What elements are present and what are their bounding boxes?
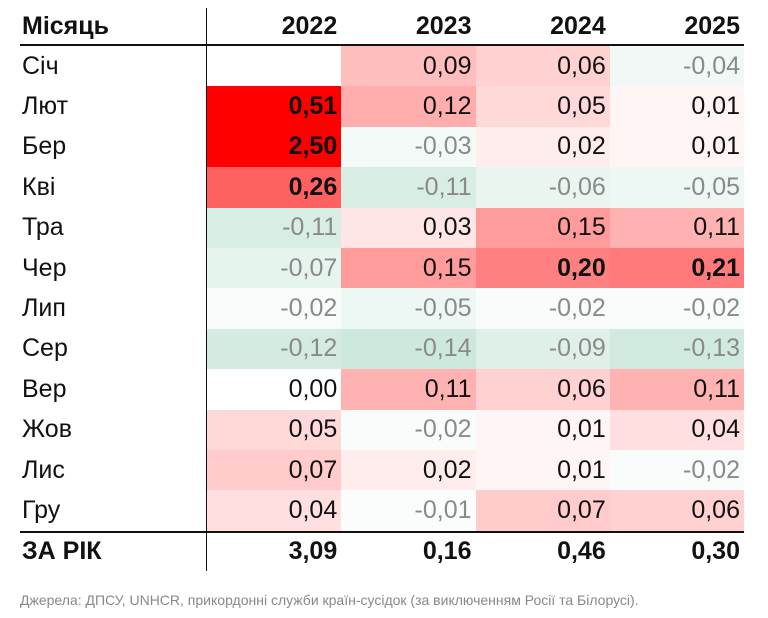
value-cell: -0,02 bbox=[475, 288, 610, 329]
value-cell: 0,26 bbox=[207, 167, 342, 208]
month-label: Кві bbox=[20, 167, 207, 208]
month-label: Чер bbox=[20, 247, 207, 289]
value-cell: 0,02 bbox=[475, 126, 610, 168]
heatmap-table: Місяць 2022 2023 2024 2025 Січ 0,09 0,06 -0,04 Л… bbox=[20, 8, 744, 571]
month-label: Сер bbox=[20, 328, 207, 370]
value-cell: -0,09 bbox=[475, 328, 610, 370]
table-row: Лис 0,07 0,02 0,01 -0,02 bbox=[20, 449, 744, 491]
table-row: Чер -0,07 0,15 0,20 0,21 bbox=[20, 247, 744, 289]
value-cell: 0,06 bbox=[475, 369, 610, 410]
table-row: Вер 0,00 0,11 0,06 0,11 bbox=[20, 369, 744, 410]
value-cell: 0,11 bbox=[609, 207, 744, 248]
value-cell: -0,11 bbox=[341, 167, 476, 208]
value-cell: 0,05 bbox=[207, 409, 342, 450]
value-cell: 2,50 bbox=[207, 126, 342, 168]
value-cell: 0,04 bbox=[609, 409, 744, 450]
header-month: Місяць bbox=[20, 8, 207, 44]
table-row: Лип -0,02 -0,05 -0,02 -0,02 bbox=[20, 288, 744, 329]
table-row: Кві 0,26 -0,11 -0,06 -0,05 bbox=[20, 167, 744, 208]
value-cell: 0,00 bbox=[207, 369, 342, 410]
value-cell: 0,20 bbox=[475, 247, 610, 289]
value-cell: -0,05 bbox=[341, 288, 476, 329]
total-value: 0,30 bbox=[691, 537, 740, 566]
value-cell: -0,07 bbox=[207, 247, 342, 289]
value-cell: -0,02 bbox=[341, 409, 476, 450]
month-label: Гру bbox=[20, 490, 207, 531]
table-row: Бер 2,50 -0,03 0,02 0,01 bbox=[20, 126, 744, 168]
table-row: Лют 0,51 0,12 0,05 0,01 bbox=[20, 86, 744, 127]
value-cell: -0,01 bbox=[341, 490, 476, 531]
value-cell: 0,06 bbox=[475, 46, 610, 87]
value-cell: 0,07 bbox=[475, 490, 610, 531]
total-value: 0,46 bbox=[557, 537, 606, 566]
value-cell: 0,12 bbox=[341, 86, 476, 127]
month-label: Тра bbox=[20, 207, 207, 248]
value-cell: 0,05 bbox=[475, 86, 610, 127]
value-cell: -0,13 bbox=[609, 328, 744, 370]
month-label: Січ bbox=[20, 46, 207, 87]
value-cell: 0,01 bbox=[609, 86, 744, 127]
header-year-2025: 2025 bbox=[684, 11, 740, 40]
table-row: Жов 0,05 -0,02 0,01 0,04 bbox=[20, 409, 744, 450]
value-cell: 0,09 bbox=[341, 46, 476, 87]
value-cell: 0,11 bbox=[341, 369, 476, 410]
source-note: Джерела: ДПСУ, UNHCR, прикордонні служби… bbox=[20, 592, 639, 608]
month-label: Вер bbox=[20, 369, 207, 410]
table-row: Тра -0,11 0,03 0,15 0,11 bbox=[20, 207, 744, 248]
header-year-2024: 2024 bbox=[550, 11, 606, 40]
month-label: Жов bbox=[20, 409, 207, 450]
value-cell: -0,11 bbox=[207, 207, 342, 248]
total-value: 0,16 bbox=[422, 537, 472, 566]
header-year-2022: 2022 bbox=[281, 11, 338, 40]
value-cell: -0,02 bbox=[207, 288, 342, 329]
value-cell: -0,03 bbox=[341, 126, 476, 168]
value-cell: -0,06 bbox=[475, 167, 610, 208]
month-label: Лис bbox=[20, 449, 207, 491]
value-cell bbox=[207, 46, 342, 87]
value-cell: 0,07 bbox=[207, 449, 342, 491]
value-cell: -0,02 bbox=[609, 288, 744, 329]
value-cell: -0,14 bbox=[341, 328, 476, 370]
table-row: Січ 0,09 0,06 -0,04 bbox=[20, 46, 744, 87]
value-cell: 0,11 bbox=[609, 369, 744, 410]
value-cell: 0,01 bbox=[475, 449, 610, 491]
value-cell: 0,04 bbox=[207, 490, 342, 531]
month-label: Лип bbox=[20, 288, 207, 329]
value-cell: 0,01 bbox=[475, 409, 610, 450]
value-cell: -0,12 bbox=[207, 328, 342, 370]
header-year-2023: 2023 bbox=[415, 11, 472, 40]
table-header: Місяць 2022 2023 2024 2025 bbox=[20, 8, 744, 46]
total-row: ЗА РІК 3,09 0,16 0,46 0,30 bbox=[20, 530, 744, 571]
value-cell: 0,21 bbox=[609, 247, 744, 289]
month-label: Бер bbox=[20, 126, 207, 168]
value-cell: 0,03 bbox=[341, 207, 476, 248]
month-label: Лют bbox=[20, 86, 207, 127]
table-row: Сер -0,12 -0,14 -0,09 -0,13 bbox=[20, 328, 744, 370]
value-cell: -0,05 bbox=[609, 167, 744, 208]
total-value: 3,09 bbox=[288, 537, 338, 566]
value-cell: 0,51 bbox=[207, 86, 342, 127]
value-cell: 0,15 bbox=[475, 207, 610, 248]
value-cell: 0,02 bbox=[341, 449, 476, 491]
value-cell: 0,15 bbox=[341, 247, 476, 289]
value-cell: -0,02 bbox=[609, 449, 744, 491]
value-cell: -0,04 bbox=[609, 46, 744, 87]
table-row: Гру 0,04 -0,01 0,07 0,06 bbox=[20, 490, 744, 531]
table-body: Січ 0,09 0,06 -0,04 Лют 0,51 0,12 0,05 0,01 Бер 2,… bbox=[20, 46, 744, 531]
value-cell: 0,01 bbox=[609, 126, 744, 168]
total-label: ЗА РІК bbox=[20, 532, 207, 571]
value-cell: 0,06 bbox=[609, 490, 744, 531]
